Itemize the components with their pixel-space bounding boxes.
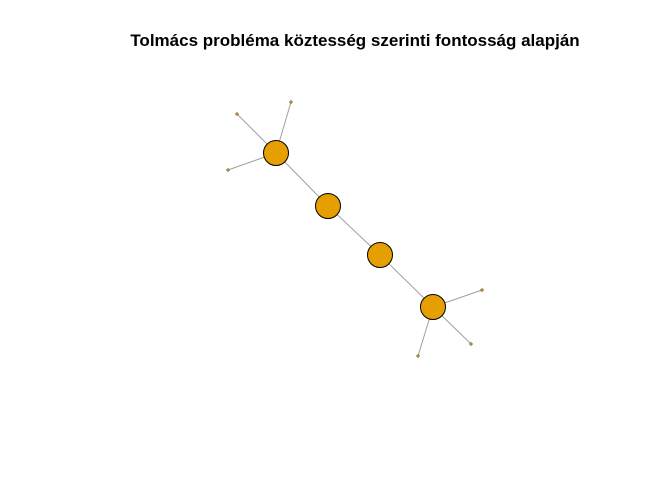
node-leaf-b2	[469, 342, 473, 346]
edges-layer	[227, 101, 483, 357]
node-hub-a	[263, 140, 289, 166]
node-hub-b	[420, 294, 446, 320]
node-leaf-b3	[416, 354, 420, 358]
node-leaf-b1	[480, 288, 484, 292]
node-bridge-1	[315, 193, 341, 219]
plot-title: Tolmács probléma köztesség szerinti font…	[130, 31, 580, 50]
node-leaf-a3	[226, 168, 230, 172]
node-leaf-a1	[235, 112, 239, 116]
node-leaf-a2	[289, 100, 293, 104]
node-bridge-2	[367, 242, 393, 268]
nodes-layer	[226, 100, 484, 358]
